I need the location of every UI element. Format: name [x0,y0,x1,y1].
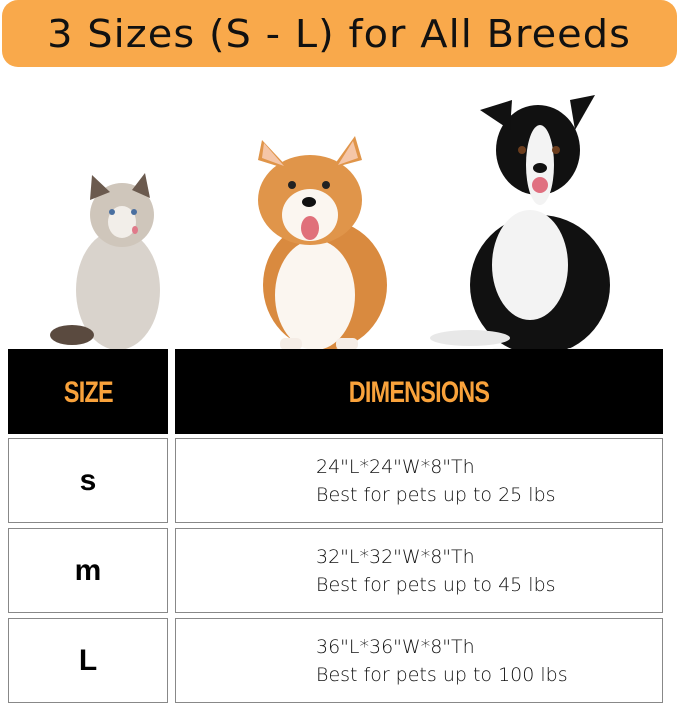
size-cell-l: L [8,618,168,703]
size-cell-s: s [8,438,168,523]
dimensions-header-label: DIMENSIONS [348,376,490,409]
border-collie-image [430,95,610,360]
weight-text: Best for pets up to 25 lbs [316,483,556,506]
corgi-image [258,136,387,350]
size-label: m [74,553,102,587]
size-label: s [79,463,97,497]
dimensions-header: DIMENSIONS [175,349,663,434]
dimensions-cell-m: 32"L*32"W*8"Th Best for pets up to 45 lb… [175,528,663,613]
dimensions-text: 24"L*24"W*8"Th [316,455,475,478]
pets-illustration [50,95,610,360]
banner-title: 3 Sizes (S - L) for All Breeds [47,11,632,56]
cat-image [50,173,160,350]
size-header: SIZE [8,349,168,434]
dimensions-text: 36"L*36"W*8"Th [316,635,475,658]
weight-text: Best for pets up to 45 lbs [316,573,556,596]
dimensions-text: 32"L*32"W*8"Th [316,545,475,568]
title-banner: 3 Sizes (S - L) for All Breeds [2,0,677,67]
size-header-label: SIZE [63,376,114,409]
dimensions-cell-l: 36"L*36"W*8"Th Best for pets up to 100 l… [175,618,663,703]
weight-text: Best for pets up to 100 lbs [316,663,568,686]
dimensions-cell-s: 24"L*24"W*8"Th Best for pets up to 25 lb… [175,438,663,523]
size-label: L [78,643,98,677]
size-cell-m: m [8,528,168,613]
